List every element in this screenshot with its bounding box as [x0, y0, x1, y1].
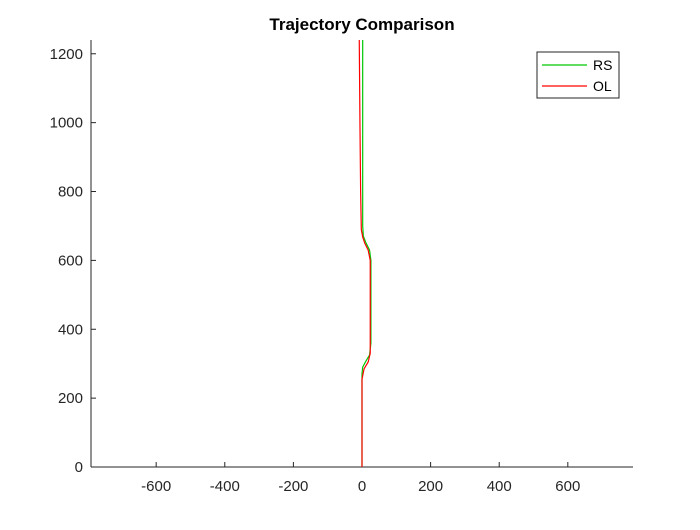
axes: -600 -400 -200 0 200 400 600 0 200 400 600 800 1000 1… — [50, 40, 633, 495]
y-tick-label-2: 400 — [58, 321, 83, 338]
y-tick-label-4: 800 — [58, 184, 83, 201]
x-tick-label-3: 0 — [358, 478, 366, 495]
y-tick-label-3: 600 — [58, 252, 83, 269]
x-tick-label-2: -200 — [278, 478, 308, 495]
series-line-ol — [358, 39, 371, 467]
y-tick-label-6: 1200 — [50, 46, 83, 63]
series-line-rs — [361, 40, 372, 467]
y-tick-label-1: 200 — [58, 390, 83, 407]
x-tick-label-4: 200 — [418, 478, 443, 495]
x-tick-label-6: 600 — [555, 478, 580, 495]
x-tick-label-5: 400 — [487, 478, 512, 495]
legend-label-rs: RS — [593, 57, 612, 73]
legend-label-ol: OL — [593, 78, 612, 94]
chart-title: Trajectory Comparison — [269, 15, 454, 34]
x-tick-label-1: -400 — [210, 478, 240, 495]
legend-box — [536, 51, 620, 99]
y-tick-label-5: 1000 — [50, 115, 83, 132]
x-tick-label-0: -600 — [141, 478, 171, 495]
plot-area — [358, 39, 372, 467]
y-tick-label-0: 0 — [75, 459, 83, 476]
legend: RS OL — [536, 51, 620, 99]
